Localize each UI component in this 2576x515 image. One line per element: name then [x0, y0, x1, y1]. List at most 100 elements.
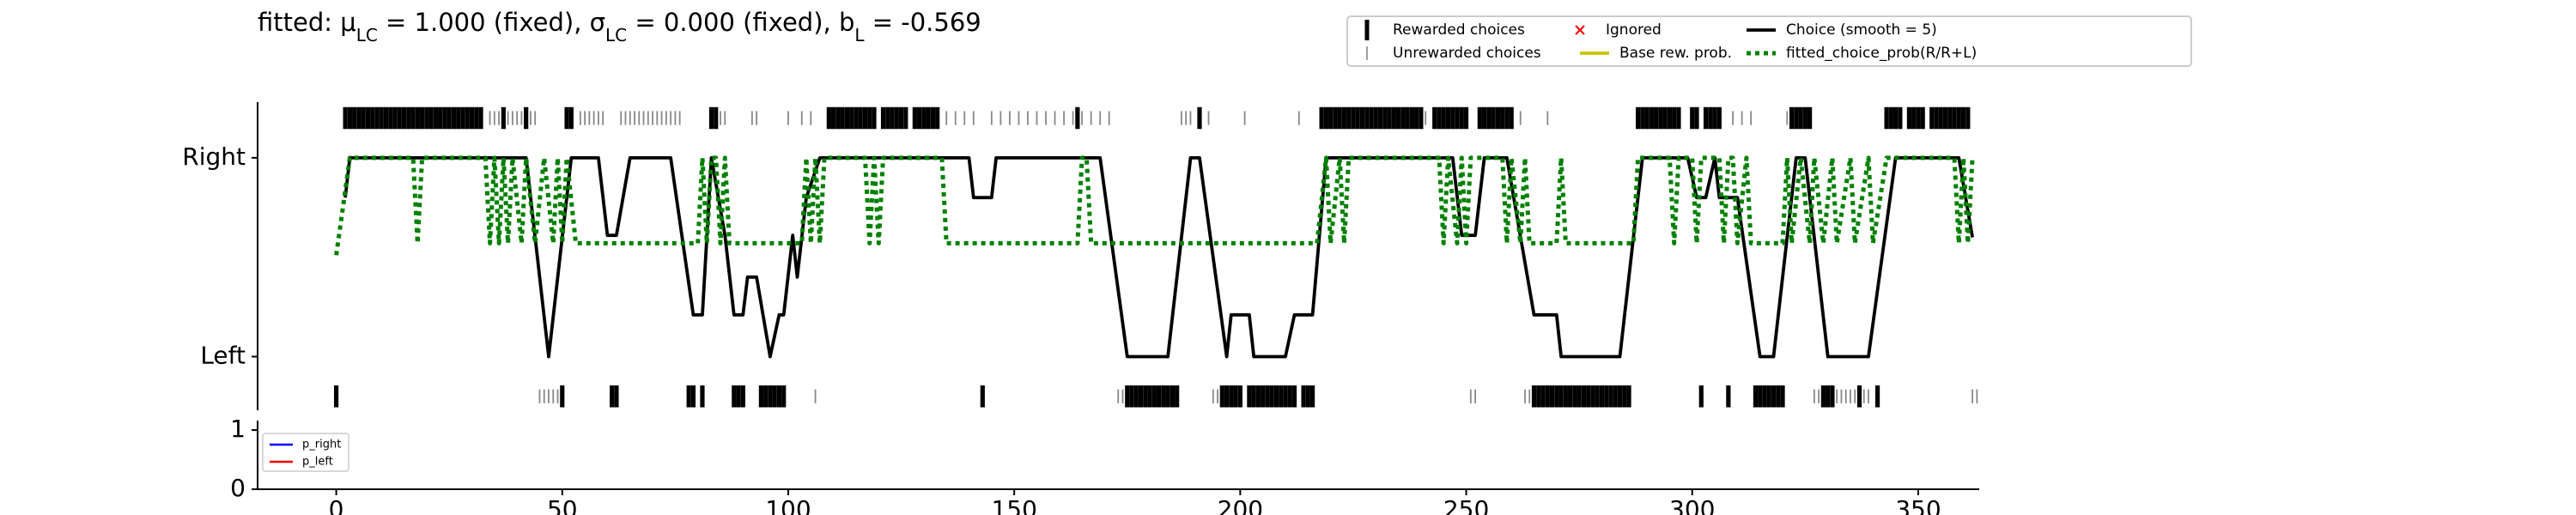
rewarded-tick [1377, 106, 1383, 130]
unrewarded-tick [1217, 389, 1218, 403]
rewarded-tick [456, 106, 461, 130]
rewarded-tick [352, 106, 357, 130]
rewarded-tick [1826, 385, 1831, 408]
rewarded-tick [374, 106, 380, 130]
rewarded-tick [1635, 106, 1641, 130]
x-tick-label: 100 [765, 495, 811, 515]
rewarded-tick [1133, 385, 1139, 408]
unrewarded-tick [548, 389, 550, 403]
unrewarded-tick [1868, 389, 1869, 403]
x-tick-label: 150 [991, 495, 1036, 515]
rewarded-tick [1906, 106, 1912, 130]
rewarded-tick [1830, 385, 1835, 408]
unrewarded-tick [1063, 111, 1065, 125]
rewarded-tick [361, 106, 366, 130]
unrewarded-tick [507, 111, 509, 125]
rewarded-tick [478, 106, 483, 130]
rewarded-tick [1305, 385, 1310, 408]
rewarded-tick [560, 385, 565, 408]
rewarded-tick [781, 385, 787, 408]
unrewarded-tick [800, 111, 803, 125]
rewarded-tick [1712, 106, 1717, 130]
rewarded-tick [768, 385, 773, 408]
rewarded-tick [465, 106, 470, 130]
unrewarded-tick [1185, 111, 1188, 125]
rewarded-tick [844, 106, 850, 130]
rewarded-tick [872, 106, 877, 130]
title-part: fitted: μ [258, 8, 356, 37]
unrewarded-tick [787, 111, 789, 125]
rewarded-tick [1536, 385, 1541, 408]
unrewarded-tick [1009, 111, 1011, 125]
unrewarded-tick [665, 111, 667, 125]
rewarded-tick [1432, 106, 1437, 130]
rewarded-tick [1445, 106, 1451, 130]
rewarded-tick [831, 106, 836, 130]
legend-marker [1366, 46, 1368, 60]
rewarded-tick [1893, 106, 1899, 130]
rewarded-tick [1165, 385, 1170, 408]
rewarded-tick [1075, 106, 1080, 130]
rewarded-tick [474, 106, 479, 130]
rewarded-tick [1224, 385, 1230, 408]
unrewarded-tick [1297, 111, 1300, 125]
rewarded-tick [1794, 106, 1799, 130]
rewarded-tick [1617, 385, 1623, 408]
rewarded-tick [1898, 106, 1903, 130]
rewarded-tick [383, 106, 389, 130]
title-part: LC [605, 25, 627, 45]
rewarded-tick [1703, 106, 1709, 130]
unrewarded-tick [670, 111, 672, 125]
rewarded-tick [524, 106, 529, 130]
x-tick-label: 50 [547, 495, 578, 515]
unrewarded-tick [1854, 389, 1856, 403]
unrewarded-tick [756, 111, 758, 125]
unrewarded-tick [814, 389, 817, 403]
rewarded-tick [333, 385, 339, 408]
unrewarded-tick [1741, 111, 1743, 125]
unrewarded-tick [1732, 111, 1735, 125]
x-tick-label: 300 [1669, 495, 1715, 515]
rewarded-tick [388, 106, 393, 130]
unrewarded-tick [1750, 111, 1753, 125]
rewarded-tick [1649, 106, 1654, 130]
unrewarded-tick [990, 111, 993, 125]
unrewarded-tick [720, 111, 721, 125]
rewarded-tick [1929, 106, 1935, 130]
rewarded-tick [1355, 106, 1360, 130]
unrewarded-tick [1081, 111, 1084, 125]
rewarded-tick [1965, 106, 1971, 130]
unrewarded-tick [1425, 111, 1427, 125]
rewarded-tick [1807, 106, 1813, 130]
unrewarded-tick [1840, 389, 1843, 403]
unrewarded-tick [489, 111, 491, 125]
unrewarded-tick [674, 111, 677, 125]
rewarded-tick [1486, 106, 1492, 130]
rewarded-tick [1698, 385, 1704, 408]
rewarded-tick [1328, 106, 1334, 130]
rewarded-tick [1151, 385, 1157, 408]
x-tick-label: 250 [1443, 495, 1489, 515]
rewarded-tick [1283, 385, 1288, 408]
rewarded-tick [1409, 106, 1414, 130]
title-part: LC [356, 25, 378, 45]
rewarded-tick [447, 106, 452, 130]
legend-label: fitted_choice_prob(R/R+L) [1786, 45, 1977, 62]
rewarded-tick [1540, 385, 1546, 408]
unrewarded-tick [530, 111, 532, 125]
unrewarded-tick [597, 111, 599, 125]
rewarded-tick [1247, 385, 1252, 408]
legend-label: Ignored [1606, 21, 1662, 39]
rewarded-tick [365, 106, 371, 130]
rewarded-tick [1265, 385, 1270, 408]
unrewarded-tick [1474, 389, 1476, 403]
rewarded-tick [1654, 106, 1659, 130]
rewarded-tick [880, 106, 886, 130]
rewarded-tick [935, 106, 940, 130]
unrewarded-tick [1036, 111, 1038, 125]
rewarded-tick [614, 385, 619, 408]
rewarded-tick [776, 385, 782, 408]
unrewarded-tick [602, 111, 605, 125]
unrewarded-tick [498, 111, 500, 125]
rewarded-tick [1269, 385, 1274, 408]
